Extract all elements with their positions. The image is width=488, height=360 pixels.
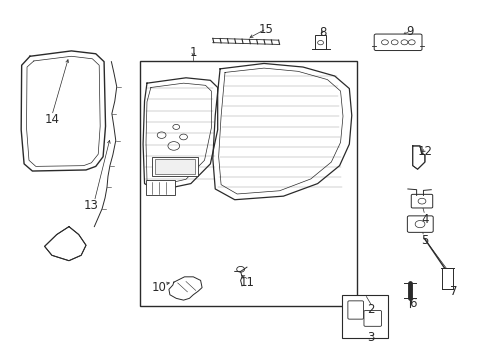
Text: 13: 13 xyxy=(83,199,98,212)
Text: 12: 12 xyxy=(417,145,431,158)
Text: 10: 10 xyxy=(151,281,166,294)
Text: 8: 8 xyxy=(318,27,325,40)
Bar xyxy=(140,60,356,306)
FancyBboxPatch shape xyxy=(347,301,363,319)
Bar xyxy=(441,268,452,289)
Bar xyxy=(152,157,198,176)
Text: 3: 3 xyxy=(367,331,374,344)
Text: 2: 2 xyxy=(367,303,374,316)
Text: 7: 7 xyxy=(449,285,457,298)
FancyBboxPatch shape xyxy=(410,194,432,208)
Text: 9: 9 xyxy=(406,25,413,38)
Text: 15: 15 xyxy=(259,23,273,36)
Polygon shape xyxy=(412,146,424,169)
Bar xyxy=(315,36,325,49)
Polygon shape xyxy=(44,226,86,261)
FancyBboxPatch shape xyxy=(407,216,432,232)
Text: 14: 14 xyxy=(44,113,59,126)
Text: 11: 11 xyxy=(239,276,254,289)
FancyBboxPatch shape xyxy=(363,311,381,326)
Text: 4: 4 xyxy=(420,213,428,226)
Text: 6: 6 xyxy=(408,297,416,310)
Text: 5: 5 xyxy=(420,234,427,247)
FancyBboxPatch shape xyxy=(373,34,421,50)
Bar xyxy=(146,180,175,195)
Text: 1: 1 xyxy=(189,46,197,59)
Bar xyxy=(155,159,195,174)
Polygon shape xyxy=(168,277,202,300)
Bar xyxy=(341,295,387,338)
